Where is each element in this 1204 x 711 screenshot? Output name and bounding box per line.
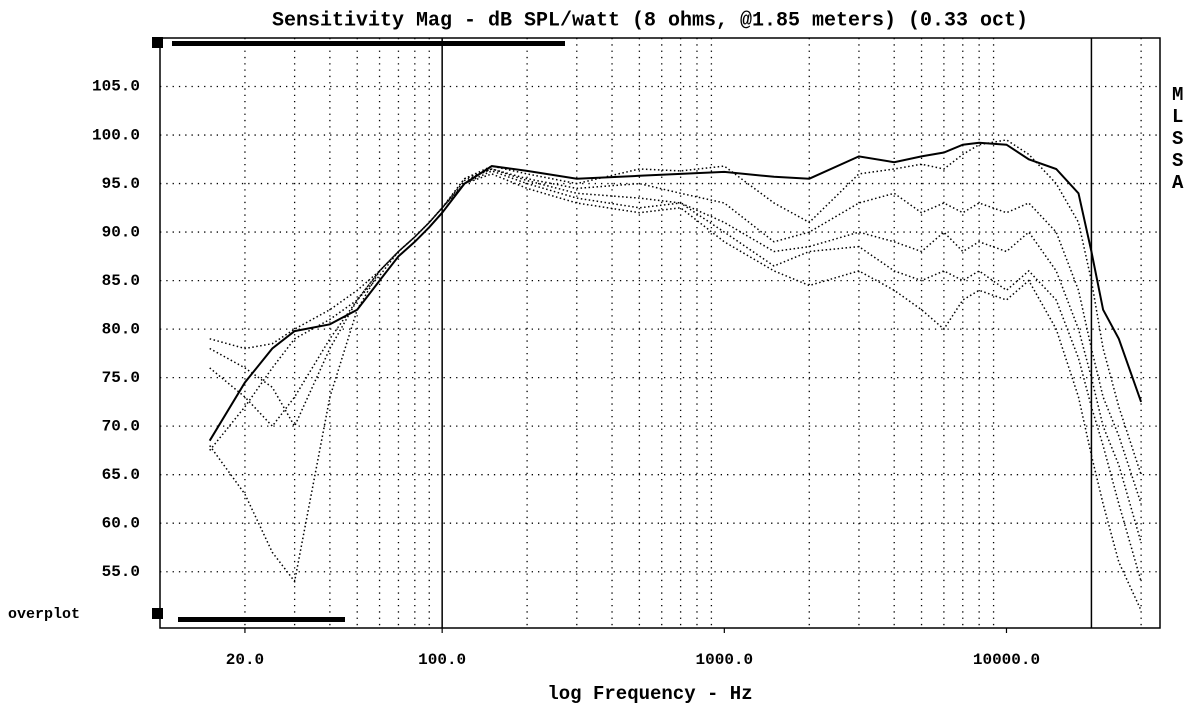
- y-tick-label: 60.0: [102, 514, 140, 532]
- x-tick-label: 20.0: [226, 651, 264, 669]
- y-tick-label: 95.0: [102, 175, 140, 193]
- x-tick-label: 1000.0: [696, 651, 754, 669]
- y-tick-label: 70.0: [102, 417, 140, 435]
- y-tick-label: 65.0: [102, 466, 140, 484]
- response-line: [208, 141, 1143, 442]
- overplot-label: overplot: [8, 606, 80, 623]
- y-tick-label: 85.0: [102, 272, 140, 290]
- chart-title: Sensitivity Mag - dB SPL/watt (8 ohms, @…: [272, 9, 1028, 32]
- y-tick-label: 90.0: [102, 223, 140, 241]
- plot-frame: [159, 37, 1161, 629]
- x-tick-label: 10000.0: [973, 651, 1040, 669]
- response-line: [209, 139, 1142, 475]
- y-tick-label: 55.0: [102, 563, 140, 581]
- y-tick-label: 80.0: [102, 320, 140, 338]
- scroll-marker: [152, 608, 163, 619]
- scroll-bar: [172, 41, 565, 46]
- response-line: [209, 168, 1142, 543]
- x-axis-title: log Frequency - Hz: [547, 683, 752, 705]
- response-line: [209, 170, 1142, 582]
- y-tick-label: 100.0: [92, 126, 140, 144]
- side-label: MLSSA: [1172, 84, 1184, 194]
- scroll-marker: [152, 37, 163, 48]
- response-line: [209, 173, 1142, 611]
- y-tick-label: 105.0: [92, 78, 140, 96]
- scroll-bar: [178, 617, 345, 622]
- y-tick-label: 75.0: [102, 369, 140, 387]
- x-tick-label: 100.0: [418, 651, 466, 669]
